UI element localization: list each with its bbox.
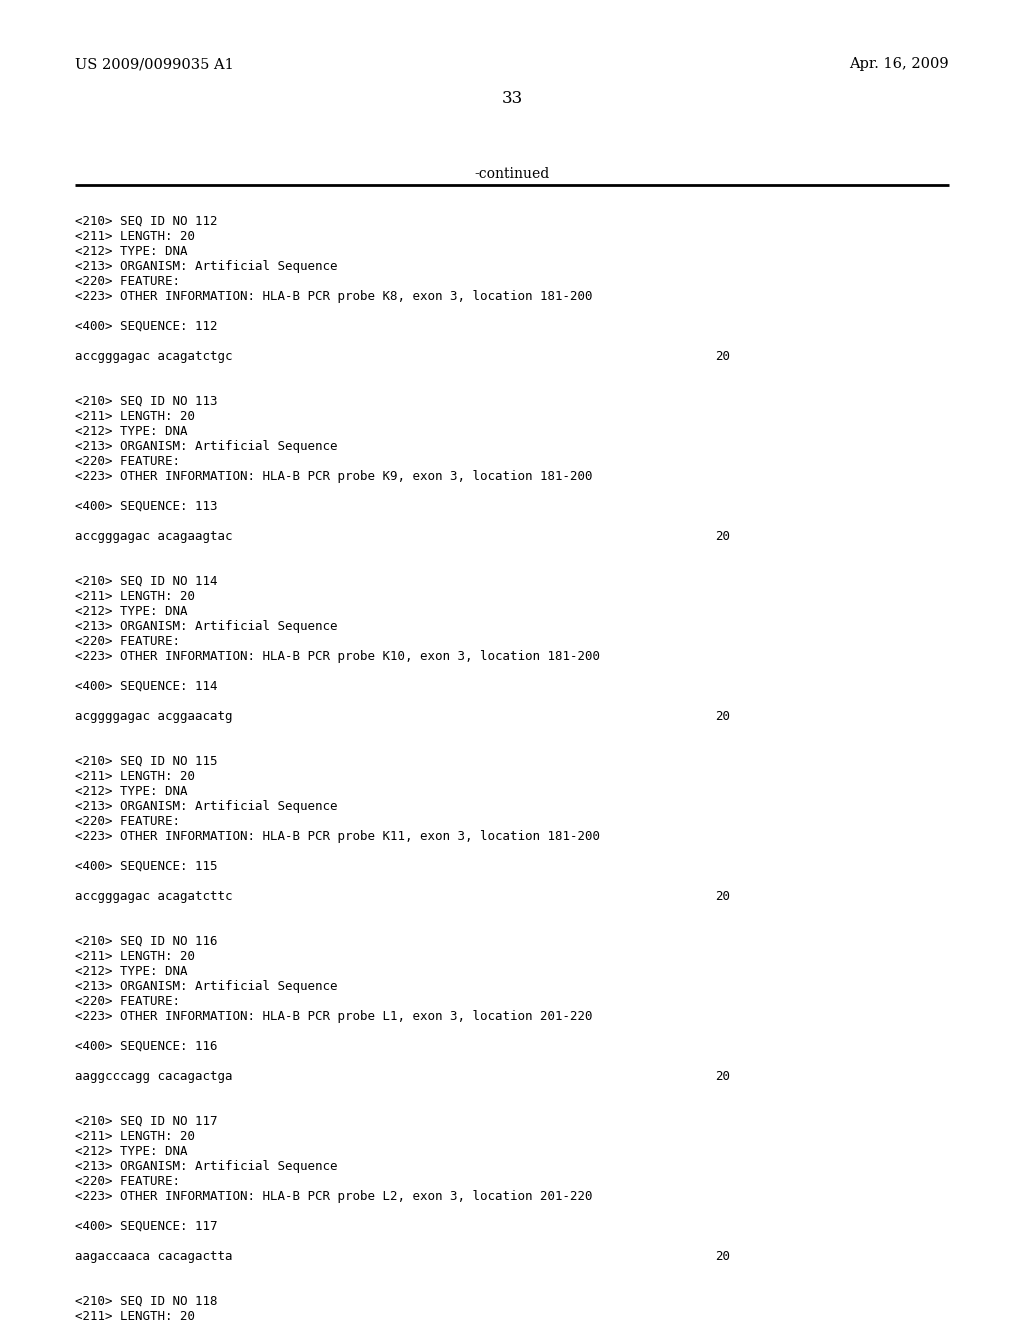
Text: <210> SEQ ID NO 113: <210> SEQ ID NO 113 (75, 395, 217, 408)
Text: 20: 20 (715, 531, 730, 543)
Text: <210> SEQ ID NO 112: <210> SEQ ID NO 112 (75, 215, 217, 228)
Text: <210> SEQ ID NO 117: <210> SEQ ID NO 117 (75, 1115, 217, 1129)
Text: <400> SEQUENCE: 116: <400> SEQUENCE: 116 (75, 1040, 217, 1053)
Text: <400> SEQUENCE: 112: <400> SEQUENCE: 112 (75, 319, 217, 333)
Text: <400> SEQUENCE: 115: <400> SEQUENCE: 115 (75, 861, 217, 873)
Text: <213> ORGANISM: Artificial Sequence: <213> ORGANISM: Artificial Sequence (75, 260, 338, 273)
Text: Apr. 16, 2009: Apr. 16, 2009 (849, 57, 949, 71)
Text: <211> LENGTH: 20: <211> LENGTH: 20 (75, 1130, 195, 1143)
Text: <220> FEATURE:: <220> FEATURE: (75, 995, 180, 1008)
Text: <211> LENGTH: 20: <211> LENGTH: 20 (75, 950, 195, 964)
Text: <220> FEATURE:: <220> FEATURE: (75, 1175, 180, 1188)
Text: <213> ORGANISM: Artificial Sequence: <213> ORGANISM: Artificial Sequence (75, 1160, 338, 1173)
Text: <210> SEQ ID NO 115: <210> SEQ ID NO 115 (75, 755, 217, 768)
Text: <220> FEATURE:: <220> FEATURE: (75, 814, 180, 828)
Text: <211> LENGTH: 20: <211> LENGTH: 20 (75, 230, 195, 243)
Text: <212> TYPE: DNA: <212> TYPE: DNA (75, 425, 187, 438)
Text: <220> FEATURE:: <220> FEATURE: (75, 275, 180, 288)
Text: 20: 20 (715, 710, 730, 723)
Text: <211> LENGTH: 20: <211> LENGTH: 20 (75, 411, 195, 422)
Text: <220> FEATURE:: <220> FEATURE: (75, 635, 180, 648)
Text: <213> ORGANISM: Artificial Sequence: <213> ORGANISM: Artificial Sequence (75, 620, 338, 634)
Text: <213> ORGANISM: Artificial Sequence: <213> ORGANISM: Artificial Sequence (75, 440, 338, 453)
Text: <212> TYPE: DNA: <212> TYPE: DNA (75, 965, 187, 978)
Text: <213> ORGANISM: Artificial Sequence: <213> ORGANISM: Artificial Sequence (75, 979, 338, 993)
Text: 20: 20 (715, 890, 730, 903)
Text: US 2009/0099035 A1: US 2009/0099035 A1 (75, 57, 233, 71)
Text: <223> OTHER INFORMATION: HLA-B PCR probe L2, exon 3, location 201-220: <223> OTHER INFORMATION: HLA-B PCR probe… (75, 1191, 593, 1203)
Text: 20: 20 (715, 1250, 730, 1263)
Text: 33: 33 (502, 90, 522, 107)
Text: accgggagac acagatcttc: accgggagac acagatcttc (75, 890, 232, 903)
Text: <212> TYPE: DNA: <212> TYPE: DNA (75, 246, 187, 257)
Text: <223> OTHER INFORMATION: HLA-B PCR probe K9, exon 3, location 181-200: <223> OTHER INFORMATION: HLA-B PCR probe… (75, 470, 593, 483)
Text: <223> OTHER INFORMATION: HLA-B PCR probe K10, exon 3, location 181-200: <223> OTHER INFORMATION: HLA-B PCR probe… (75, 649, 600, 663)
Text: <211> LENGTH: 20: <211> LENGTH: 20 (75, 1309, 195, 1320)
Text: 20: 20 (715, 350, 730, 363)
Text: aaggcccagg cacagactga: aaggcccagg cacagactga (75, 1071, 232, 1082)
Text: <213> ORGANISM: Artificial Sequence: <213> ORGANISM: Artificial Sequence (75, 800, 338, 813)
Text: <212> TYPE: DNA: <212> TYPE: DNA (75, 1144, 187, 1158)
Text: <223> OTHER INFORMATION: HLA-B PCR probe K8, exon 3, location 181-200: <223> OTHER INFORMATION: HLA-B PCR probe… (75, 290, 593, 304)
Text: aagaccaaca cacagactta: aagaccaaca cacagactta (75, 1250, 232, 1263)
Text: accgggagac acagatctgc: accgggagac acagatctgc (75, 350, 232, 363)
Text: <400> SEQUENCE: 113: <400> SEQUENCE: 113 (75, 500, 217, 513)
Text: <210> SEQ ID NO 116: <210> SEQ ID NO 116 (75, 935, 217, 948)
Text: <211> LENGTH: 20: <211> LENGTH: 20 (75, 770, 195, 783)
Text: <212> TYPE: DNA: <212> TYPE: DNA (75, 785, 187, 799)
Text: <223> OTHER INFORMATION: HLA-B PCR probe L1, exon 3, location 201-220: <223> OTHER INFORMATION: HLA-B PCR probe… (75, 1010, 593, 1023)
Text: -continued: -continued (474, 168, 550, 181)
Text: <220> FEATURE:: <220> FEATURE: (75, 455, 180, 469)
Text: <400> SEQUENCE: 117: <400> SEQUENCE: 117 (75, 1220, 217, 1233)
Text: <223> OTHER INFORMATION: HLA-B PCR probe K11, exon 3, location 181-200: <223> OTHER INFORMATION: HLA-B PCR probe… (75, 830, 600, 843)
Text: acggggagac acggaacatg: acggggagac acggaacatg (75, 710, 232, 723)
Text: accgggagac acagaagtac: accgggagac acagaagtac (75, 531, 232, 543)
Text: <210> SEQ ID NO 118: <210> SEQ ID NO 118 (75, 1295, 217, 1308)
Text: <400> SEQUENCE: 114: <400> SEQUENCE: 114 (75, 680, 217, 693)
Text: <210> SEQ ID NO 114: <210> SEQ ID NO 114 (75, 576, 217, 587)
Text: <212> TYPE: DNA: <212> TYPE: DNA (75, 605, 187, 618)
Text: 20: 20 (715, 1071, 730, 1082)
Text: <211> LENGTH: 20: <211> LENGTH: 20 (75, 590, 195, 603)
